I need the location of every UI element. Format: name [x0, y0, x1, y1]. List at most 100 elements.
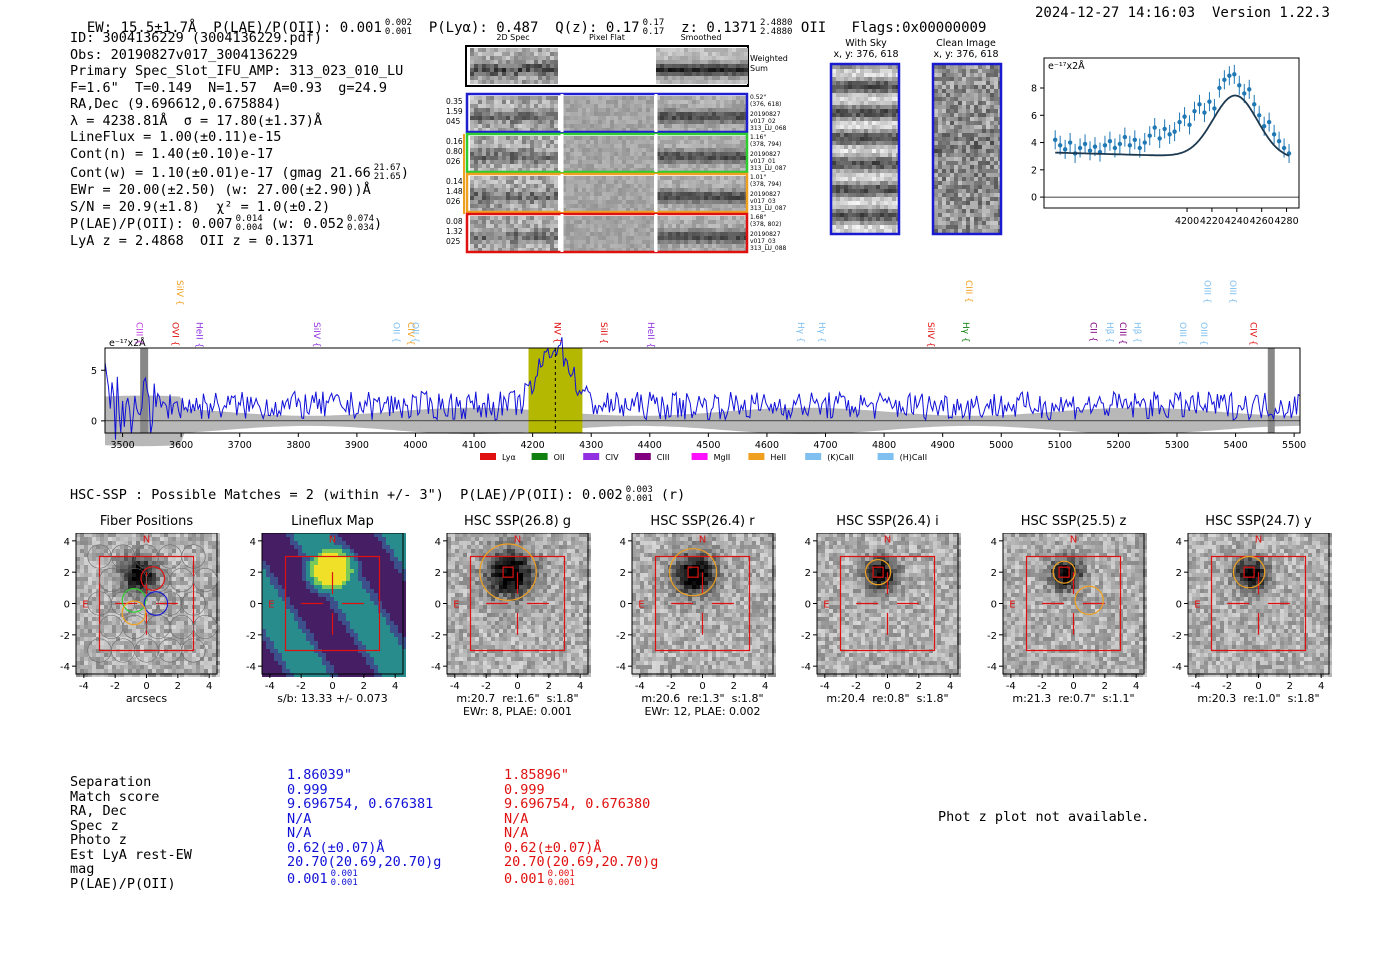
zoom-point-14: [1122, 127, 1128, 147]
cutout-aperture-5: [1025, 555, 1122, 652]
line-id-6: CIV {: [405, 322, 415, 346]
zoom-point-31: [1207, 92, 1212, 112]
full-xtick-label-7: 4200: [521, 440, 545, 451]
cutout-panel-3: HSC SSP(26.4) r N E -4 -4 -2 -2 0 0 2 2 4 4 m:20.6 re…: [602, 511, 783, 718]
hsc-title-lo: 0.001: [625, 494, 653, 504]
line-id-11: Hγ {: [795, 322, 805, 343]
zoom-point-26: [1182, 107, 1187, 127]
legend-entry-1: OII: [531, 453, 565, 462]
cutout-1-ytick-label-0: -4: [246, 662, 256, 673]
m2-plae: 0.001: [504, 870, 545, 887]
line-id-5: OII {: [390, 322, 400, 343]
cutout-5-ytick-label-0: -4: [987, 662, 997, 673]
info-contn: Cont(n) = 1.40(±0.10)e-17: [70, 145, 274, 162]
full-xtick-label-6: 4100: [462, 440, 486, 451]
zoom-point-27: [1187, 115, 1192, 135]
cutout-6-ytick-label-0: -4: [1172, 662, 1182, 673]
info-plae-w: (w: 0.052: [270, 216, 344, 232]
cutout-2-ytick-label-1: -2: [431, 631, 441, 642]
cutout-north-5: N: [1070, 534, 1077, 545]
line-id-18: CIII {: [1117, 322, 1127, 345]
cutout-caption-5: m:21.3 re:0.7" s:1.1": [1012, 692, 1135, 705]
fiber-3-left-2: 025: [446, 237, 461, 246]
cutout-title-6: HSC SSP(24.7) y: [1205, 514, 1312, 529]
m2-photoz: N/A: [504, 825, 529, 841]
info-plae-lo: 0.004: [235, 223, 263, 233]
line-id-14: CIII {: [963, 280, 973, 303]
fiber-0-flat: [562, 96, 654, 132]
cutout-0-ytick-label-0: -4: [60, 662, 70, 673]
cutout-crosshair-6: [1227, 572, 1290, 635]
cutout-2-xtick-label-1: -2: [481, 681, 491, 692]
legend-entry-2: CIV: [583, 453, 619, 462]
cutout-image-5: N E -4 -4 -2 -2 0 0 2 2 4 4: [987, 533, 1147, 692]
fiber-0-left-label: 0.35 1.59 045: [446, 97, 463, 127]
cutout-east-0: E: [82, 600, 88, 611]
fiber-0-right-1: (376, 618): [750, 101, 782, 108]
fiber-2-2dspec: [470, 176, 558, 212]
header-line: EW: 15.5±1.7Å P(LAE)/P(OII): 0.001 0.002 0…: [70, 3, 987, 37]
cutout-6-xtick-label-3: 2: [1287, 681, 1293, 692]
header-z: z: 0.1371: [681, 20, 757, 36]
zoom-point-15: [1127, 135, 1133, 155]
zoom-unit-label: e⁻¹⁷x2Å: [1048, 60, 1085, 72]
cutout-0-ytick-label-3: 2: [64, 568, 70, 579]
fiber-1-flat: [562, 136, 654, 172]
cutout-3-ytick-label-1: -2: [616, 631, 626, 642]
header-right: 2024-12-27 14:16:03 Version 1.22.3: [1035, 5, 1330, 21]
legend-label-3: CIII: [657, 453, 670, 462]
zoom-ytick-label-0: 0: [1031, 193, 1037, 204]
cutout-pixels-2: [447, 533, 591, 677]
zoom-frame: [1043, 57, 1300, 209]
line-id-15: Hγ {: [960, 322, 970, 343]
spec2d-sum-label: Weighted Sum: [750, 54, 788, 74]
legend-entry-7: (H)CaII: [877, 453, 927, 462]
line-id-8: NV {: [551, 322, 561, 343]
cutout-east-1: E: [268, 600, 274, 611]
cutout-north-4: N: [884, 534, 891, 545]
fiber-3-right-5: 313_LU_088: [750, 245, 787, 252]
m2-specz: N/A: [504, 810, 529, 827]
zoom-point-25: [1177, 112, 1182, 132]
m2-plae-lo: 0.001: [547, 877, 575, 888]
cutout-4-ytick-label-2: 0: [805, 600, 811, 611]
zoom-point-6: [1082, 134, 1088, 154]
fiber-1-left-1: 0.80: [446, 147, 463, 156]
zoom-point-45: [1276, 131, 1282, 151]
fiber-2-right-4: v017_03: [750, 198, 776, 205]
photz-message: Phot z plot not available.: [938, 809, 1150, 825]
cutout-0-xtick-label-3: 2: [175, 681, 181, 692]
full-xtick-label-20: 5500: [1282, 440, 1306, 451]
full-spectrum-chart: 3500 3600 3700 3800 3900 4000 4100 4200 4300 4400…: [91, 280, 1306, 462]
cutout-aperture-1: [284, 555, 381, 652]
line-id-19: Hβ {: [1131, 322, 1141, 343]
zoom-point-13: [1117, 134, 1123, 154]
cutout-panel-0: Fiber Positions N E -4 -4 -2 -2 0 0 2 2 4 4 arcsecs: [46, 511, 227, 716]
zoom-xtick-label-3: 4260: [1250, 216, 1274, 227]
info-plae-w-lo: 0.034: [346, 223, 375, 233]
cutout-aperture-4: [839, 555, 936, 652]
cutout-caption-0: arcsecs: [125, 692, 168, 705]
clean-image-xy: x, y: 376, 618: [933, 49, 999, 60]
line-id-3: HeII {: [194, 322, 204, 348]
sum-2dspec: [470, 48, 558, 84]
cutout-4-ytick-label-1: -2: [801, 631, 811, 642]
hsc-title-hi: 0.003: [625, 485, 653, 495]
fiber-0-left-1: 1.59: [446, 107, 463, 116]
full-ytick-label-0: 0: [91, 416, 97, 427]
zoom-point-33: [1217, 78, 1222, 98]
cutout-image-3: N E -4 -4 -2 -2 0 0 2 2 4 4: [616, 533, 776, 692]
line-id-2: SiIV {: [174, 280, 184, 306]
zoom-point-7: [1087, 141, 1093, 161]
header-z-lo: 2.4880: [759, 27, 793, 37]
sky-cutouts: [829, 62, 1003, 236]
cutout-image-2: N E -4 -4 -2 -2 0 0 2 2 4 4: [431, 533, 591, 692]
fiber-0-right-label: 0.52" (376, 618) 20190827 v017_02 313_LU_06…: [750, 94, 786, 132]
hsc-title-band: (r): [660, 487, 686, 503]
info-plae-hi: 0.014: [235, 214, 263, 224]
fiber-1-frame: [465, 132, 749, 174]
cutout-6-ytick-label-3: 2: [1176, 568, 1182, 579]
m2-separation: 1.85896": [504, 767, 570, 783]
info-contw-hi: 21.67: [373, 163, 401, 173]
full-xtick-label-19: 5400: [1223, 440, 1247, 451]
